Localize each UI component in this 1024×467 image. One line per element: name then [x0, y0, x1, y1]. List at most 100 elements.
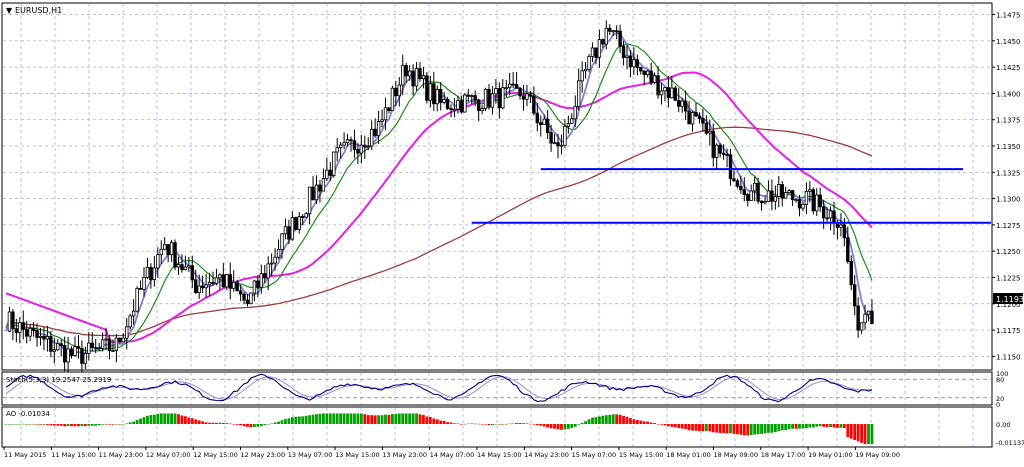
ao-bar-up: [580, 422, 584, 424]
candle-bull: [297, 216, 301, 230]
candle-bull: [276, 249, 281, 258]
ao-bar-down: [39, 424, 42, 425]
stoch-scale-label: 100: [996, 370, 1008, 378]
candle-bear: [59, 343, 63, 346]
ao-bar-up: [322, 413, 325, 424]
ao-bar-up: [780, 424, 784, 431]
candle-bear: [511, 83, 515, 86]
ao-bar-up: [760, 424, 763, 434]
ao-bar-up: [80, 424, 84, 427]
candle-bear: [697, 115, 702, 119]
candle-bear: [62, 345, 67, 363]
ao-bar-up: [770, 424, 774, 433]
candle-bear: [118, 337, 122, 343]
horizontal-levels[interactable]: [471, 168, 991, 224]
ao-bar-down: [487, 424, 491, 425]
ao-bar-up: [359, 413, 363, 424]
candle-bear: [666, 87, 671, 99]
candle-bear: [138, 288, 143, 290]
candle-bull: [383, 107, 388, 121]
ao-bar-down: [204, 422, 208, 424]
candle-bear: [149, 266, 153, 281]
ao-bar-up: [808, 424, 812, 428]
candle-bull: [197, 285, 201, 293]
candle-bull: [611, 30, 615, 33]
ao-bar-up: [115, 424, 118, 425]
ao-bar-down: [660, 424, 663, 425]
ao-bar-up: [4, 424, 8, 425]
time-tick-label: 19 May 09:00: [855, 451, 900, 459]
ao-bar-up: [273, 422, 277, 424]
ao-bar-down: [70, 424, 73, 427]
ao-bar-down: [49, 424, 53, 426]
candle-bear: [404, 65, 408, 77]
ao-bar-down: [542, 424, 546, 427]
ao-bar-down: [535, 424, 539, 426]
ao-bar-up: [287, 418, 291, 424]
candle-bull: [111, 350, 115, 352]
candle-bear: [194, 279, 198, 293]
candle-bear: [711, 130, 715, 159]
ao-bar-up: [515, 422, 518, 424]
time-tick-label: 11 May 15:00: [51, 451, 96, 459]
ao-bar-up: [377, 415, 380, 424]
candle-bull: [501, 87, 505, 109]
candle-bear: [21, 322, 25, 330]
time-tick-label: 14 May 15:00: [477, 451, 522, 459]
candle-bull: [338, 144, 343, 149]
candle-bull: [7, 311, 12, 332]
price-tick-label: 1.1475: [996, 12, 1021, 20]
time-tick-label: 18 May 17:00: [761, 451, 806, 459]
stochastic-series: [3, 373, 991, 403]
ao-bar-down: [232, 424, 236, 425]
ao-bar-down: [387, 414, 391, 424]
candle-bear: [673, 87, 677, 101]
candle-bear: [532, 95, 536, 114]
ao-bar-down: [211, 422, 215, 424]
candle-bull: [480, 108, 484, 112]
ao-bar-down: [532, 424, 536, 425]
candle-bull: [335, 147, 339, 153]
ao-bar-up: [408, 413, 412, 424]
ao-bar-up: [128, 422, 132, 424]
ao-bar-up: [152, 414, 156, 424]
ao-bar-down: [118, 424, 122, 425]
candle-bear: [825, 217, 829, 220]
title-arrow-icon[interactable]: ▼: [6, 6, 13, 15]
ao-bar-down: [480, 424, 484, 425]
candle-bear: [173, 242, 177, 268]
ao-bar-up: [104, 424, 108, 425]
ao-bar-up: [756, 424, 760, 435]
candle-bull: [421, 75, 426, 80]
candle-bull: [625, 55, 629, 58]
ao-bar-up: [101, 424, 104, 425]
candle-bear: [718, 144, 722, 154]
candle-bull: [563, 125, 567, 146]
ao-bar-down: [649, 422, 653, 424]
ao-bar-up: [491, 424, 494, 425]
candle-bull: [470, 95, 474, 97]
ao-bar-up: [763, 424, 767, 434]
ao-bar-up: [256, 424, 260, 427]
candle-bear: [521, 95, 526, 100]
candle-bull: [218, 274, 222, 279]
candle-bear: [14, 328, 19, 333]
candle-bull: [73, 346, 77, 356]
candle-bull: [266, 263, 270, 279]
ao-bar-down: [642, 421, 646, 424]
time-tick-label: 19 May 01:00: [808, 451, 853, 459]
candle-bull: [504, 87, 508, 90]
ao-bar-up: [591, 417, 594, 424]
candle-bull: [590, 47, 595, 57]
candle-bear: [694, 112, 698, 117]
ao-bar-up: [328, 413, 332, 424]
ao-bar-down: [180, 415, 184, 424]
ao-bar-up: [753, 424, 757, 435]
ao-bar-up: [335, 413, 339, 424]
price-tick-label: 1.1325: [996, 169, 1021, 177]
ao-bar-up: [805, 424, 808, 429]
ao-bar-up: [511, 423, 515, 425]
